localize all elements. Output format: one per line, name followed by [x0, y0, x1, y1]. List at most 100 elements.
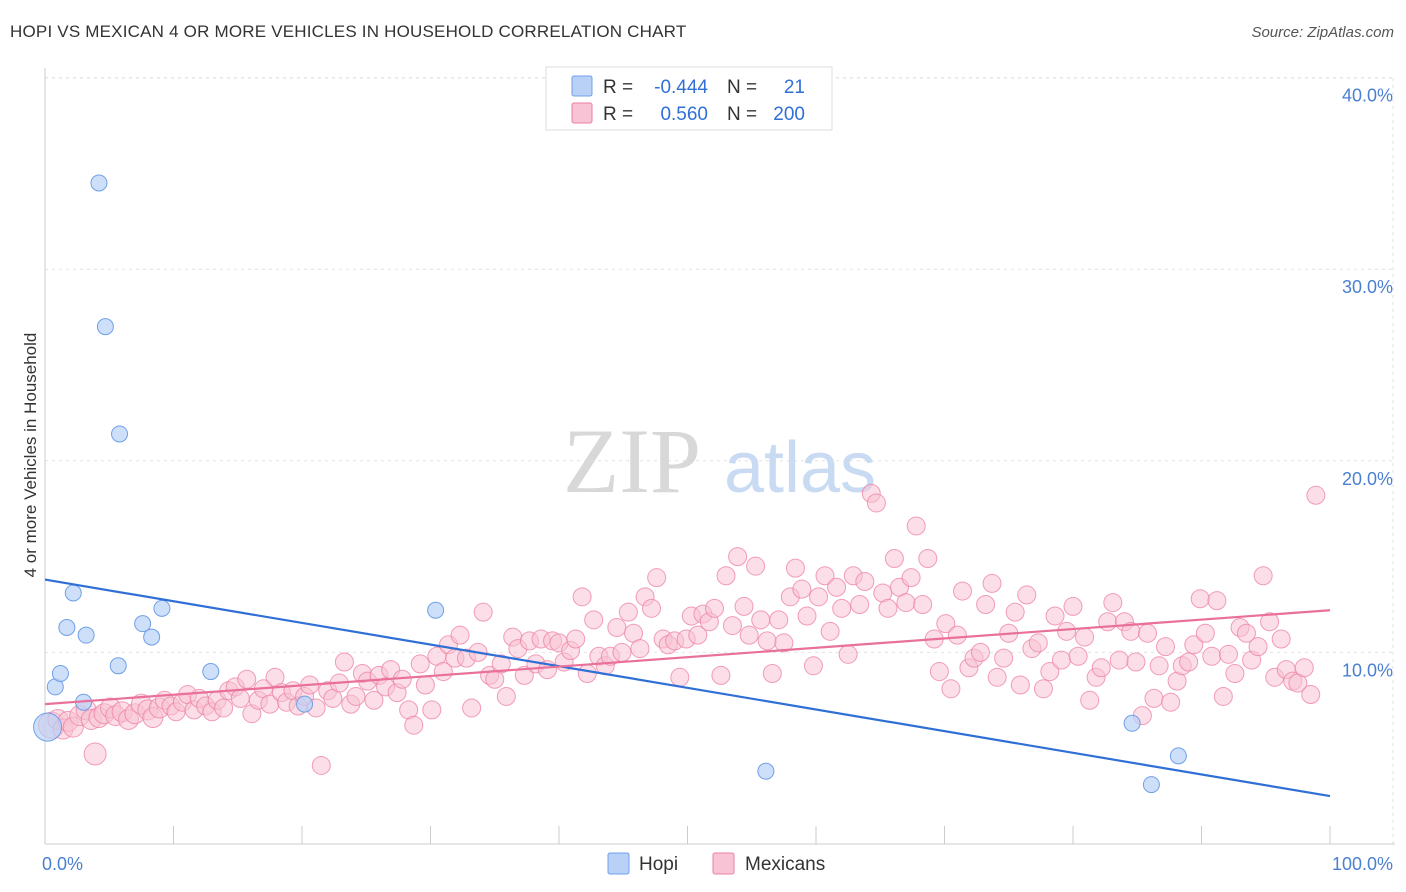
mexicans-point-129: [785, 558, 805, 578]
mexicans-point-163: [982, 573, 1002, 593]
hopi-point-19: [1142, 776, 1160, 794]
hopi-point-2: [51, 664, 69, 682]
mexicans-point-210: [1253, 566, 1273, 586]
mexicans-point-204: [1218, 644, 1238, 664]
trend-lines: [44, 578, 1331, 798]
mexicans-point-207: [1236, 623, 1256, 643]
mexicans-point-123: [751, 610, 771, 630]
r-label-mexicans: R =: [603, 104, 633, 125]
mexicans-point-157: [947, 625, 967, 645]
mexicans-point-71: [450, 625, 470, 645]
n-label-mexicans: N =: [727, 104, 757, 125]
mexicans-point-120: [734, 596, 754, 616]
mexicans-point-158: [952, 581, 972, 601]
mexicans-point-211: [1260, 612, 1280, 632]
mexicans-point-82: [514, 665, 534, 685]
mexicans-point-124: [757, 631, 777, 651]
mexicans-point-191: [1144, 688, 1164, 708]
hopi-point-14: [202, 663, 220, 681]
mexicans-point-104: [642, 598, 662, 618]
mexicans-point-132: [803, 656, 823, 676]
mexicans-point-78: [491, 654, 511, 674]
mexicans-point-105: [647, 568, 667, 588]
mexicans-point-63: [404, 715, 424, 735]
hopi-point-0: [33, 712, 63, 742]
mexicans-point-33: [230, 688, 250, 708]
mexicans-point-213: [1271, 629, 1291, 649]
mexicans-point-146: [884, 549, 904, 569]
mexicans-point-141: [855, 572, 875, 592]
legend-hopi-swatch: [607, 852, 630, 875]
mexicans-point-127: [774, 633, 794, 653]
mexicans-point-150: [906, 516, 926, 536]
hopi-point-10: [109, 657, 127, 675]
mexicans-point-169: [1017, 585, 1037, 605]
y-tick-label-2: 30.0%: [1342, 277, 1393, 297]
mexicans-point-98: [607, 617, 627, 637]
mexicans-point-203: [1213, 686, 1233, 706]
mexicans-point-149: [901, 568, 921, 588]
mexicans-point-175: [1051, 650, 1071, 670]
mexicans-point-75: [473, 602, 493, 622]
mexicans-point-156: [941, 679, 961, 699]
hopi-point-7: [90, 174, 108, 192]
mexicans-point-100: [618, 602, 638, 622]
hopi-point-18: [1123, 714, 1141, 732]
mexicans-point-217: [1294, 658, 1314, 678]
mexicans-point-165: [994, 648, 1014, 668]
mexicans-point-138: [838, 644, 858, 664]
mexicans-point-143: [866, 493, 886, 513]
mexicans-point-198: [1184, 635, 1204, 655]
mexicans-point-194: [1161, 692, 1181, 712]
mexicans-trend-line: [44, 609, 1331, 706]
mexicans-point-92: [572, 587, 592, 607]
mexicans-point-99: [612, 642, 632, 662]
mexicans-point-174: [1045, 606, 1065, 626]
mexicans-point-193: [1156, 637, 1176, 657]
mexicans-points: [37, 483, 1326, 775]
mexicans-point-118: [722, 616, 742, 636]
hopi-points: [33, 174, 1187, 794]
mexicans-point-130: [792, 579, 812, 599]
mexicans-point-133: [809, 587, 829, 607]
watermark: ZIP atlas: [563, 410, 876, 512]
mexicans-swatch: [571, 102, 593, 124]
mexicans-point-179: [1075, 627, 1095, 647]
hopi-point-3: [58, 618, 76, 636]
source-label: Source: ZipAtlas.com: [1251, 24, 1394, 41]
mexicans-point-121: [739, 625, 759, 645]
y-tick-label-3: 40.0%: [1342, 86, 1393, 106]
mexicans-point-136: [827, 577, 847, 597]
hopi-point-15: [296, 695, 314, 713]
mexicans-point-66: [422, 700, 442, 720]
mexicans-point-182: [1091, 658, 1111, 678]
n-value-hopi: 21: [784, 77, 805, 98]
mexicans-point-177: [1063, 596, 1083, 616]
mexicans-point-79: [496, 686, 516, 706]
mexicans-point-164: [987, 667, 1007, 687]
mexicans-point-161: [970, 642, 990, 662]
hopi-point-11: [134, 615, 152, 633]
mexicans-point-119: [728, 547, 748, 567]
x-tick-label-1: 100.0%: [1332, 854, 1393, 874]
mexicans-point-184: [1103, 593, 1123, 613]
axes: [44, 68, 1395, 845]
mexicans-point-102: [630, 639, 650, 659]
y-axis-label: 4 or more Vehicles in Household: [21, 333, 40, 578]
hopi-point-17: [757, 762, 775, 780]
watermark-atlas: atlas: [724, 428, 876, 508]
hopi-point-20: [1169, 747, 1187, 765]
hopi-point-6: [77, 626, 95, 644]
mexicans-point-112: [688, 625, 708, 645]
mexicans-point-73: [462, 698, 482, 718]
mexicans-point-134: [815, 566, 835, 586]
mexicans-point-192: [1149, 656, 1169, 676]
mexicans-point-188: [1126, 652, 1146, 672]
mexicans-point-34: [237, 669, 257, 689]
mexicans-point-115: [704, 598, 724, 618]
legend-mexicans-swatch: [712, 852, 735, 875]
mexicans-point-168: [1010, 675, 1030, 695]
series-legend: Hopi Mexicans: [607, 852, 825, 875]
r-value-mexicans: 0.560: [660, 104, 708, 125]
